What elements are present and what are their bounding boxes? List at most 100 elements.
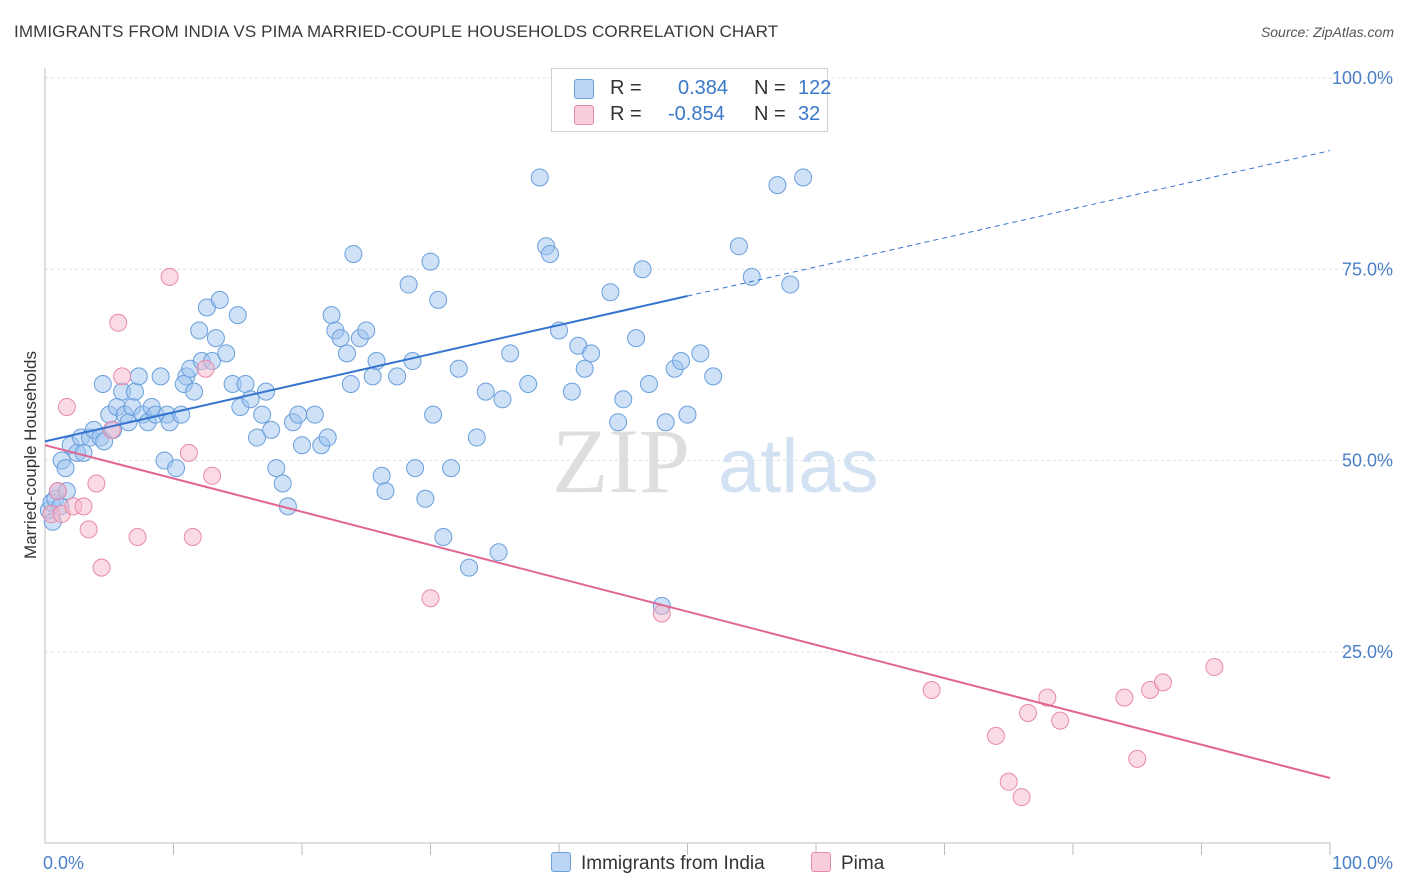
pima-point — [203, 466, 222, 485]
pima-n-value: 32 — [798, 103, 821, 125]
india-point — [434, 528, 453, 546]
india-point — [562, 382, 581, 401]
y-tick-label: 25.0% — [1342, 642, 1393, 662]
india-point — [442, 459, 461, 478]
pima-point — [74, 497, 93, 516]
pima-point — [48, 482, 67, 501]
pima-point — [1153, 673, 1172, 692]
india-point — [467, 428, 486, 447]
india-point — [322, 306, 341, 325]
india-point — [129, 367, 148, 386]
india-point — [449, 359, 468, 378]
india-point — [185, 382, 204, 401]
india-points — [39, 168, 813, 615]
pima-legend-swatch — [811, 852, 831, 872]
india-r-value: 0.384 — [678, 77, 729, 99]
india-point — [363, 367, 382, 386]
india-point — [217, 344, 236, 363]
chart-title: IMMIGRANTS FROM INDIA VS PIMA MARRIED-CO… — [14, 22, 779, 41]
y-tick-label: 75.0% — [1342, 259, 1393, 279]
india-point — [262, 420, 281, 439]
india-point — [493, 390, 512, 409]
bottom-legend-pima: Pima — [811, 852, 884, 875]
india-point — [253, 405, 272, 424]
pima-points — [42, 267, 1224, 807]
india-legend-swatch — [551, 852, 571, 872]
pima-point — [79, 520, 98, 539]
india-point — [56, 459, 75, 478]
pima-point — [92, 558, 111, 577]
y-tick-label: 50.0% — [1342, 451, 1393, 471]
india-point — [293, 436, 311, 455]
india-point — [403, 352, 422, 371]
india-point — [424, 405, 443, 424]
india-point — [691, 344, 710, 363]
india-point — [582, 344, 601, 363]
india-point — [125, 382, 144, 401]
india-point — [151, 367, 170, 386]
trend-lines — [44, 150, 1331, 779]
india-point — [289, 405, 308, 424]
y-axis-label: Married-couple Households — [21, 351, 40, 559]
india-point — [575, 359, 594, 378]
india-point — [399, 275, 418, 294]
india-point — [704, 367, 723, 386]
india-point — [794, 168, 813, 187]
pima-point — [1038, 688, 1057, 707]
pima-point — [183, 528, 202, 546]
india-point — [357, 321, 376, 340]
pima-point — [87, 474, 106, 493]
india-point — [331, 329, 350, 348]
y-tick-label: 100.0% — [1332, 68, 1393, 88]
india-point — [429, 290, 448, 309]
india-point — [206, 329, 225, 348]
india-point — [318, 428, 337, 447]
pima-point — [999, 772, 1018, 791]
gridlines — [45, 77, 1393, 653]
india-point — [519, 375, 538, 393]
india-legend-label: Immigrants from India — [581, 853, 765, 874]
india-point — [476, 382, 495, 401]
india-point — [421, 252, 440, 271]
india-point — [273, 474, 292, 493]
pima-point — [1115, 688, 1134, 707]
india-point — [678, 405, 697, 424]
india-point — [742, 267, 761, 286]
pima-r-label: R = — [610, 103, 642, 125]
india-r-label: R = — [610, 77, 642, 99]
india-point — [729, 237, 748, 256]
india-n-label: N = — [754, 77, 786, 99]
india-point — [167, 459, 186, 478]
pima-n-label: N = — [754, 103, 786, 125]
bottom-legend-india: Immigrants from India — [551, 852, 765, 875]
india-point — [406, 459, 425, 478]
india-point — [228, 306, 247, 325]
india-point — [639, 375, 658, 393]
india-point — [337, 344, 356, 363]
pima-trend-line — [44, 444, 1331, 779]
pima-swatch — [574, 105, 594, 125]
pima-point — [57, 397, 76, 416]
india-point — [541, 244, 560, 263]
india-point — [633, 260, 652, 279]
india-point — [768, 176, 787, 195]
axes — [44, 68, 1331, 855]
india-point — [460, 558, 479, 577]
india-point — [305, 405, 324, 424]
india-point — [609, 413, 628, 432]
india-point — [190, 321, 209, 340]
india-point — [341, 375, 360, 393]
india-point — [388, 367, 407, 386]
correlation-legend: R = 0.384 N = 122 R = -0.854 N = 32 — [551, 68, 832, 132]
pima-point — [421, 589, 440, 608]
pima-point — [1012, 788, 1031, 807]
india-point — [236, 375, 255, 393]
india-trend-extension — [687, 150, 1331, 297]
india-point — [601, 283, 620, 302]
india-n-value: 122 — [798, 77, 832, 99]
x-tick-label: 0.0% — [43, 853, 84, 873]
pima-point — [196, 359, 215, 378]
india-trend-line — [44, 295, 688, 443]
india-point — [781, 275, 800, 294]
